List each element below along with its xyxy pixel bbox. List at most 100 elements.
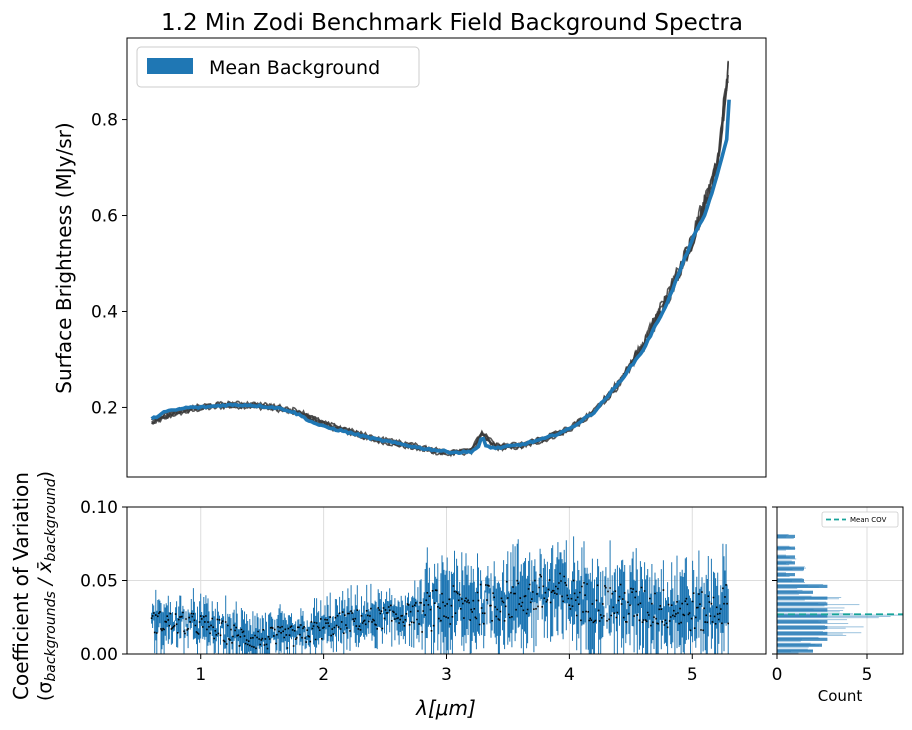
histogram-bar bbox=[777, 640, 801, 642]
individual-background-line bbox=[151, 78, 729, 458]
histogram-bar-dense bbox=[777, 578, 804, 583]
histogram-bar bbox=[777, 560, 792, 562]
histogram-bar bbox=[777, 558, 797, 560]
histogram-bar bbox=[777, 629, 826, 630]
cov-x-axis-label: λ[μm] bbox=[415, 696, 476, 720]
cov-y-axis: 0.00 0.05 0.10 bbox=[80, 498, 127, 665]
top-y-tick-label: 0.6 bbox=[91, 207, 118, 227]
histogram-x-axis-label: Count bbox=[818, 687, 863, 705]
histogram-bar bbox=[777, 631, 823, 632]
histogram-bar bbox=[777, 616, 891, 617]
top-plot-frame bbox=[126, 37, 767, 478]
spectra-panel: 1.2 Min Zodi Benchmark Field Background … bbox=[52, 10, 767, 478]
histogram-bar bbox=[777, 601, 827, 603]
hist-legend-frame bbox=[821, 511, 899, 528]
legend-frame bbox=[136, 46, 420, 88]
histogram-bar bbox=[777, 652, 799, 654]
histogram-bar bbox=[777, 619, 847, 621]
cov-x-tick-label: 5 bbox=[687, 665, 698, 685]
formula-sub1: backgrounds bbox=[43, 591, 59, 681]
cov-errorbar-lines bbox=[151, 536, 729, 654]
top-y-tick-label: 0.8 bbox=[91, 111, 118, 131]
individual-background-line bbox=[150, 61, 729, 453]
histogram-bar bbox=[777, 611, 840, 613]
histogram-bar-dense bbox=[777, 584, 828, 588]
histogram-bar bbox=[777, 595, 812, 597]
histogram-bar bbox=[777, 554, 786, 556]
formula-open: (σ bbox=[34, 682, 56, 701]
top-y-tick-label: 0.2 bbox=[91, 398, 118, 418]
histogram-bar-dense bbox=[777, 567, 804, 571]
cov-y-tick-label: 0.00 bbox=[80, 645, 118, 665]
histogram-bar-dense bbox=[777, 534, 795, 538]
legend-mean-background-swatch bbox=[147, 58, 193, 74]
histogram-bar bbox=[777, 587, 798, 589]
histogram-bar bbox=[777, 634, 847, 636]
histogram-bar-dense bbox=[777, 561, 795, 565]
histogram-bars bbox=[777, 534, 903, 654]
hist-legend-label: Mean COV bbox=[850, 516, 887, 524]
histogram-bar bbox=[777, 605, 825, 607]
histogram-bar-dense bbox=[777, 596, 828, 600]
individual-background-line bbox=[151, 60, 729, 455]
cov-x-tick-label: 1 bbox=[195, 665, 206, 685]
top-y-tick-label: 0.4 bbox=[91, 302, 118, 322]
histogram-bar bbox=[777, 564, 790, 566]
histogram-bar bbox=[777, 625, 825, 626]
histogram-bar bbox=[777, 576, 790, 577]
histogram-bar-dense bbox=[777, 602, 828, 606]
formula-mid: / x̄ bbox=[34, 561, 56, 591]
histogram-bar bbox=[777, 607, 845, 609]
histogram-bar-dense bbox=[777, 620, 828, 624]
top-y-axis-label: Surface Brightness (MJy/sr) bbox=[52, 122, 76, 393]
cov-x-tick-label: 4 bbox=[564, 665, 575, 685]
chart-title: 1.2 Min Zodi Benchmark Field Background … bbox=[161, 10, 743, 36]
histogram-bar bbox=[777, 582, 805, 583]
histogram-bar bbox=[777, 599, 805, 601]
histogram-bar-dense bbox=[777, 608, 828, 612]
histogram-bar bbox=[777, 572, 786, 574]
histogram-bar-dense bbox=[777, 555, 795, 559]
individual-background-line bbox=[151, 74, 729, 457]
histogram-bar bbox=[777, 534, 789, 535]
cov-x-tick-label: 2 bbox=[318, 665, 329, 685]
hist-x-tick-label: 0 bbox=[772, 665, 783, 685]
histogram-legend: Mean COV bbox=[821, 511, 899, 528]
histogram-bar-dense bbox=[777, 546, 795, 550]
histogram-bar bbox=[777, 589, 803, 591]
individual-background-line bbox=[151, 79, 729, 455]
cov-y-tick-label: 0.05 bbox=[80, 572, 118, 592]
histogram-bar bbox=[777, 593, 799, 595]
histogram-bar bbox=[777, 617, 879, 619]
top-y-axis: 0.2 0.4 0.6 0.8 bbox=[91, 111, 127, 418]
histogram-bar bbox=[777, 549, 786, 551]
cov-x-tick-label: 3 bbox=[441, 665, 452, 685]
histogram-bar-dense bbox=[777, 631, 828, 636]
histogram-bar bbox=[777, 570, 804, 572]
histogram-y-ticks bbox=[772, 506, 777, 655]
cov-y-axis-label-formula: (σbackgrounds / x̄background) bbox=[34, 471, 59, 701]
histogram-bar bbox=[777, 545, 790, 547]
histogram-bar-dense bbox=[777, 614, 828, 618]
histogram-bar bbox=[777, 584, 824, 585]
cov-y-tick-label: 0.10 bbox=[80, 498, 118, 518]
spectra-curves bbox=[150, 60, 731, 458]
cov-panel: 0.00 0.05 0.10 1 2 3 4 5 λ[μm] Coefficient of … bbox=[9, 471, 767, 720]
hist-x-tick-label: 5 bbox=[862, 665, 873, 685]
histogram-bar bbox=[777, 648, 808, 650]
histogram-bar bbox=[777, 578, 803, 579]
histogram-bar bbox=[777, 646, 809, 648]
mean-background-line bbox=[150, 99, 731, 455]
histogram-bar bbox=[777, 614, 903, 616]
histogram-bar-dense bbox=[777, 643, 822, 647]
histogram-bar bbox=[777, 566, 805, 568]
histogram-bar bbox=[777, 537, 794, 539]
top-legend: Mean Background bbox=[136, 46, 420, 88]
histogram-bar-dense bbox=[777, 625, 828, 630]
histogram-bar-dense bbox=[777, 649, 813, 653]
histogram-bar bbox=[777, 642, 811, 644]
histogram-bar bbox=[777, 623, 849, 625]
cov-y-axis-label: Coefficient of Variation bbox=[9, 472, 33, 700]
